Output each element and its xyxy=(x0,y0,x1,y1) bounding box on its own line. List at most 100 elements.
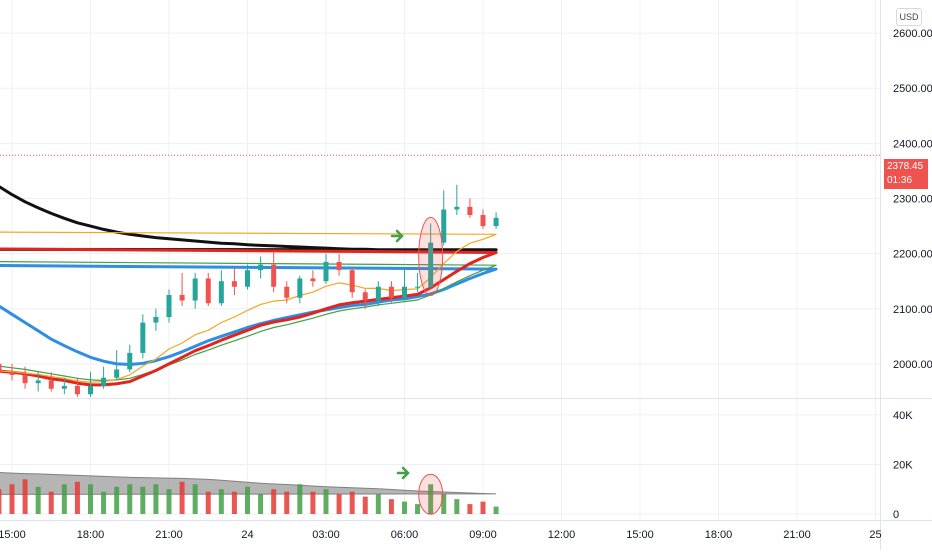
candle-body xyxy=(401,286,407,298)
candle-body xyxy=(441,209,447,243)
volume-bar xyxy=(310,491,316,514)
candle-body xyxy=(415,286,421,288)
series-line-ma-blue xyxy=(0,264,498,366)
series-line-ema-fast xyxy=(0,231,497,383)
candle-body xyxy=(388,286,394,298)
volume-bar xyxy=(101,491,107,514)
volume-bar xyxy=(35,486,41,514)
candle-body xyxy=(74,385,80,395)
last-price-tag: 2378.45 01:36 xyxy=(884,159,928,189)
highlight-arrow xyxy=(390,229,404,243)
candle-body xyxy=(140,322,146,353)
price-tick-label: 2500.00 xyxy=(893,83,932,95)
volume-bar xyxy=(271,489,277,514)
candle-body xyxy=(362,292,368,301)
volume-bar xyxy=(140,486,146,514)
candle-body xyxy=(179,294,185,301)
candle-body xyxy=(114,369,120,378)
price-tick-label: 2600.00 xyxy=(893,28,932,40)
highlight-ellipse xyxy=(418,216,444,296)
series-line-ema-red xyxy=(0,247,498,387)
volume-bar xyxy=(244,486,250,514)
volume-bar xyxy=(480,501,486,514)
candle-body xyxy=(258,264,264,271)
series-line-ema-green xyxy=(0,261,497,382)
volume-bar xyxy=(336,494,342,514)
candle-body xyxy=(375,286,381,301)
candle-body xyxy=(336,261,342,271)
time-tick-label: 12:00 xyxy=(548,529,576,541)
candle-body xyxy=(127,352,133,370)
volume-bar xyxy=(284,491,290,514)
volume-bar xyxy=(218,489,224,514)
price-tick-label: 2300.00 xyxy=(893,194,932,206)
time-tick-label: 21:00 xyxy=(155,529,183,541)
volume-bar xyxy=(61,484,67,514)
price-tick-label: 2100.00 xyxy=(893,304,932,316)
volume-bar xyxy=(22,479,28,514)
volume-bar xyxy=(323,489,329,514)
time-tick-label: 24 xyxy=(241,529,253,541)
volume-bar xyxy=(401,501,407,514)
candle-body xyxy=(48,380,54,389)
candle-body xyxy=(101,377,107,386)
candle-body xyxy=(35,380,41,384)
candle-body xyxy=(323,261,329,282)
volume-highlight-arrow xyxy=(396,466,410,480)
candle-body xyxy=(61,385,67,389)
time-tick-label: 06:00 xyxy=(391,529,419,541)
volume-bar xyxy=(297,484,303,514)
candle-body xyxy=(153,317,159,323)
volume-bar xyxy=(153,484,159,514)
currency-badge[interactable]: USD xyxy=(896,8,922,26)
volume-bar xyxy=(454,499,460,514)
volume-tick-label: 0 xyxy=(893,509,899,521)
volume-bar xyxy=(127,484,133,514)
candle-body xyxy=(310,278,316,282)
time-tick-label: 09:00 xyxy=(469,529,497,541)
volume-bar xyxy=(205,491,211,514)
candle-body xyxy=(454,206,460,210)
series-line-ma-black xyxy=(0,185,498,253)
price-tick-label: 2000.00 xyxy=(893,359,932,371)
time-tick-label: 25 xyxy=(869,529,881,541)
candle-body xyxy=(9,372,15,375)
volume-bar xyxy=(467,504,473,514)
time-tick-label: 15:00 xyxy=(0,529,26,541)
time-tick-label: 15:00 xyxy=(626,529,654,541)
candle-body xyxy=(271,264,277,287)
candle-body xyxy=(192,278,198,301)
volume-bar xyxy=(0,489,2,514)
volume-bar xyxy=(114,486,120,514)
candle-body xyxy=(480,215,486,227)
time-tick-label: 21:00 xyxy=(783,529,811,541)
time-tick-label: 18:00 xyxy=(77,529,105,541)
volume-tick-label: 20K xyxy=(893,459,913,471)
volume-bar xyxy=(231,491,237,514)
volume-bar xyxy=(493,506,499,514)
candle-body xyxy=(284,286,290,298)
time-tick-label: 18:00 xyxy=(705,529,733,541)
volume-bar xyxy=(428,484,434,514)
volume-bar xyxy=(441,494,447,514)
candle-body xyxy=(244,270,250,287)
volume-bar xyxy=(87,484,93,514)
candle-body xyxy=(231,281,237,287)
candle-body xyxy=(218,281,224,304)
volume-bar xyxy=(258,494,264,514)
candle-body xyxy=(205,278,211,304)
candle-body xyxy=(22,374,28,384)
volume-bar xyxy=(9,484,15,514)
volume-bar xyxy=(192,484,198,514)
candle-body xyxy=(166,294,172,318)
price-tick-label: 2200.00 xyxy=(893,249,932,261)
volume-highlight-ellipse xyxy=(418,473,444,515)
price-tick-label: 2400.00 xyxy=(893,138,932,150)
last-price-value: 2378.45 xyxy=(887,161,924,172)
volume-bar xyxy=(48,491,54,514)
candle-body xyxy=(297,278,303,298)
candle-body xyxy=(87,385,93,395)
candle-body xyxy=(428,242,434,287)
